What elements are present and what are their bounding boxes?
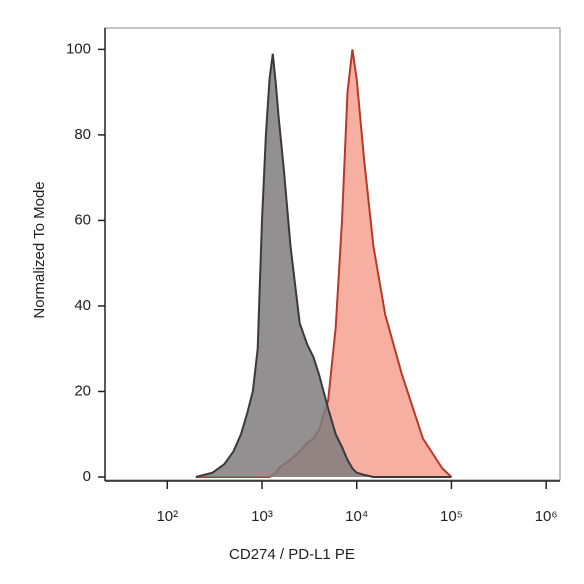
area (195, 49, 452, 478)
area-outline (195, 53, 452, 478)
x-tick-label: 10³ (251, 508, 273, 525)
y-tick-label: 20 (74, 382, 91, 399)
x-axis-label: CD274 / PD-L1 PE (229, 546, 355, 563)
x-tick-label: 10⁵ (440, 508, 463, 525)
y-tick-label: 60 (74, 211, 91, 228)
x-tick-label: 10² (156, 508, 178, 525)
x-tick-label: 10⁶ (535, 508, 558, 525)
x-tick-label: 10⁴ (345, 508, 368, 525)
y-tick-label: 40 (74, 297, 91, 314)
y-tick-label: 80 (74, 126, 91, 143)
y-axis-label: Normalized To Mode (31, 181, 48, 318)
y-tick-label: 0 (83, 468, 91, 485)
area (195, 53, 452, 477)
y-tick-label: 100 (66, 40, 91, 57)
